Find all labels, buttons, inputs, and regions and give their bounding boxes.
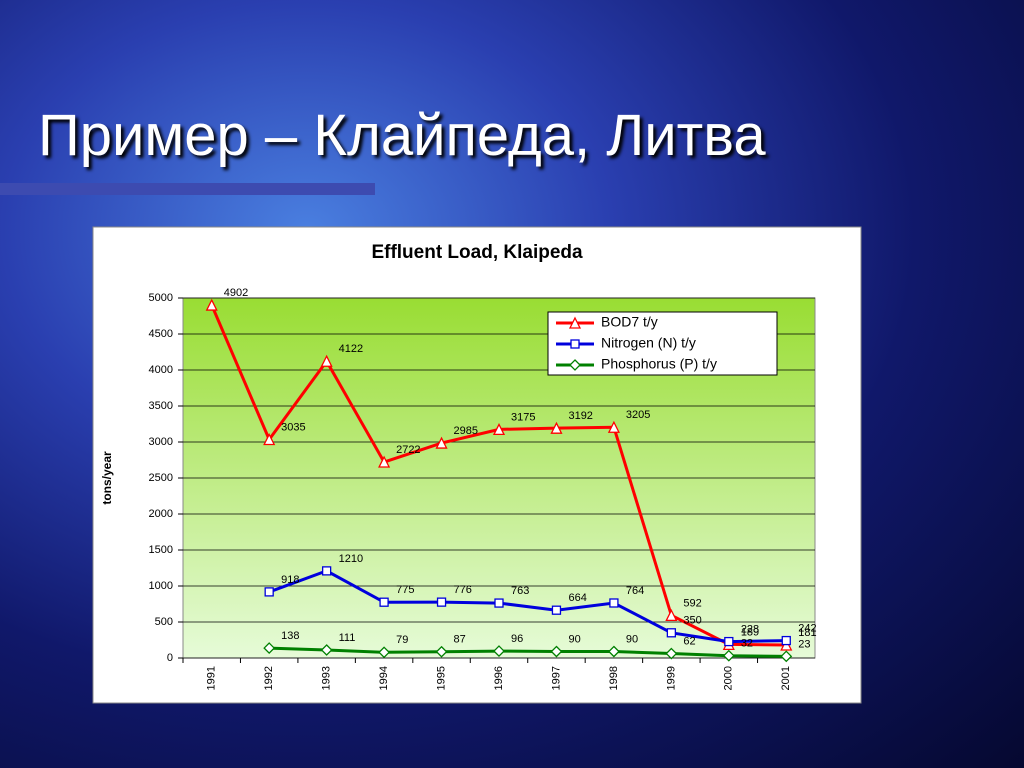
marker — [320, 354, 333, 367]
series-line — [268, 569, 787, 644]
y-tick-label: 2500 — [149, 472, 173, 484]
y-tick-label: 1000 — [149, 580, 173, 592]
data-label: 775 — [396, 584, 414, 596]
x-tick-label: 2000 — [723, 666, 735, 690]
marker — [551, 605, 562, 615]
data-label: 3205 — [626, 409, 650, 421]
legend-label: BOD7 t/y — [601, 314, 658, 330]
data-label: 3035 — [281, 421, 305, 433]
data-label: 90 — [568, 633, 580, 645]
marker — [321, 566, 332, 576]
x-tick-label: 1996 — [493, 666, 505, 690]
y-tick-label: 500 — [155, 616, 173, 628]
data-label: 189 — [741, 626, 759, 638]
x-tick-label: 1992 — [263, 666, 275, 690]
data-label: 664 — [568, 592, 586, 604]
marker — [781, 635, 791, 646]
data-label: 2722 — [396, 444, 420, 456]
marker — [493, 645, 505, 658]
marker — [435, 436, 448, 449]
y-tick-label: 4000 — [149, 364, 173, 376]
data-label: 2985 — [454, 425, 478, 437]
data-label: 763 — [511, 585, 529, 597]
data-label: 62 — [683, 635, 695, 647]
y-tick-label: 2000 — [149, 508, 173, 520]
slide-title: Пример – Клайпеда, Литва — [38, 103, 766, 168]
y-axis-label: tons/year — [100, 451, 114, 505]
data-label: 3192 — [568, 410, 592, 422]
marker — [205, 298, 218, 311]
marker — [550, 421, 563, 434]
data-label: 181 — [798, 627, 816, 639]
marker — [570, 339, 580, 349]
series-line — [269, 646, 787, 658]
marker — [724, 636, 734, 647]
data-label: 592 — [683, 597, 701, 609]
marker — [607, 645, 620, 658]
data-label: 4122 — [339, 343, 363, 355]
data-label: 228 — [741, 623, 759, 635]
marker — [436, 597, 447, 607]
data-label: 1210 — [339, 553, 363, 565]
data-label: 90 — [626, 633, 638, 645]
y-tick-label: 4500 — [149, 328, 173, 340]
data-label: 87 — [454, 634, 466, 646]
marker — [494, 598, 504, 608]
y-tick-label: 1500 — [149, 544, 173, 556]
marker — [263, 642, 276, 654]
marker — [378, 455, 391, 468]
y-tick-label: 3000 — [149, 436, 173, 448]
marker — [320, 644, 333, 656]
marker — [609, 598, 619, 608]
x-tick-label: 1997 — [550, 666, 562, 690]
marker — [569, 359, 581, 371]
marker — [665, 647, 678, 660]
x-tick-label: 1993 — [321, 666, 333, 690]
marker — [435, 645, 448, 658]
marker — [492, 422, 506, 436]
x-tick-label: 1994 — [378, 666, 390, 690]
marker — [379, 597, 389, 607]
marker — [264, 587, 274, 597]
marker — [568, 316, 582, 329]
x-tick-label: 2001 — [780, 666, 792, 690]
x-tick-label: 1999 — [665, 666, 677, 690]
marker — [550, 645, 563, 658]
marker — [263, 433, 276, 446]
data-label: 111 — [339, 632, 356, 644]
legend-label: Phosphorus (P) t/y — [601, 356, 717, 372]
data-label: 32 — [741, 638, 753, 650]
data-label: 4902 — [224, 287, 248, 299]
data-label: 350 — [683, 615, 701, 627]
x-tick-label: 1998 — [608, 666, 620, 690]
marker — [607, 420, 620, 433]
legend-label: Nitrogen (N) t/y — [601, 335, 696, 351]
data-label: 918 — [281, 574, 299, 586]
data-label: 764 — [626, 585, 644, 597]
marker — [378, 646, 391, 659]
data-label: 776 — [454, 584, 472, 596]
data-label: 23 — [798, 638, 810, 650]
title-underline — [0, 183, 375, 195]
marker — [665, 608, 678, 622]
marker — [722, 649, 735, 662]
data-label: 96 — [511, 633, 523, 645]
marker — [666, 628, 677, 638]
data-label: 138 — [281, 630, 299, 642]
y-tick-label: 5000 — [149, 292, 173, 304]
x-tick-label: 1995 — [435, 666, 447, 690]
marker — [780, 650, 793, 663]
data-label: 242 — [798, 622, 816, 634]
y-tick-label: 3500 — [149, 400, 173, 412]
data-label: 79 — [396, 634, 408, 646]
x-tick-label: 1991 — [206, 666, 218, 690]
y-tick-label: 0 — [167, 652, 173, 664]
data-label: 3175 — [511, 411, 535, 423]
chart-title: Effluent Load, Klaipeda — [371, 242, 583, 263]
